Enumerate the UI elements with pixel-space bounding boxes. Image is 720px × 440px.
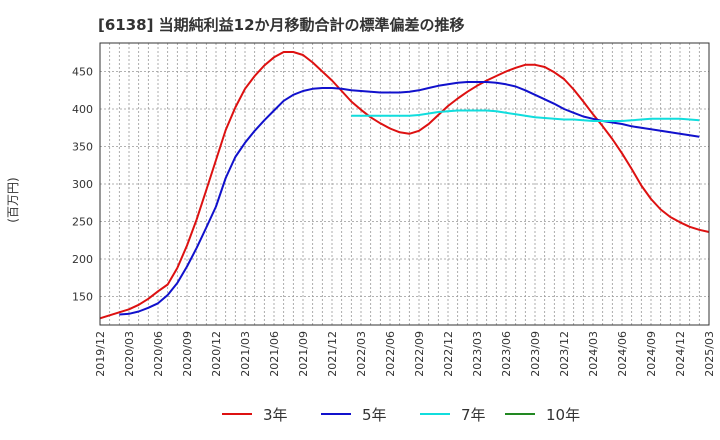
y-tick-label: 450 xyxy=(72,66,93,79)
x-tick-label: 2024/12 xyxy=(674,331,687,377)
x-tick-label: 2024/09 xyxy=(645,331,658,377)
x-tick-label: 2021/09 xyxy=(297,331,310,377)
legend-label-3: 10年 xyxy=(546,406,580,424)
y-tick-label: 200 xyxy=(72,253,93,266)
chart-title: [6138] 当期純利益12か月移動合計の標準偏差の推移 xyxy=(98,16,465,34)
x-tick-label: 2020/03 xyxy=(123,331,136,377)
x-tick-label: 2021/12 xyxy=(326,331,339,377)
y-tick-label: 300 xyxy=(72,178,93,191)
x-tick-label: 2020/06 xyxy=(152,331,165,377)
legend-label-1: 5年 xyxy=(362,406,387,424)
x-tick-label: 2020/12 xyxy=(210,331,223,377)
legend-label-0: 3年 xyxy=(263,406,288,424)
x-tick-label: 2019/12 xyxy=(94,331,107,377)
x-tick-label: 2021/03 xyxy=(239,331,252,377)
y-tick-label: 400 xyxy=(72,103,93,116)
x-tick-label: 2022/03 xyxy=(355,331,368,377)
x-tick-label: 2022/09 xyxy=(413,331,426,377)
grid xyxy=(100,43,709,325)
series-line-0 xyxy=(99,51,710,320)
x-tick-label: 2024/06 xyxy=(616,331,629,377)
x-tick-label: 2023/03 xyxy=(471,331,484,377)
x-tick-label: 2020/09 xyxy=(181,331,194,377)
legend: 3年 5年 7年 10年 xyxy=(222,406,580,424)
y-tick-label: 350 xyxy=(72,141,93,154)
y-tick-label: 150 xyxy=(72,291,93,304)
x-tick-label: 2023/09 xyxy=(529,331,542,377)
series-line-2 xyxy=(351,109,700,122)
x-ticks: 2019/12 2020/03 2020/06 2020/09 2020/12 2021/… xyxy=(94,331,716,377)
plot-frame xyxy=(99,42,710,326)
x-tick-label: 2022/06 xyxy=(384,331,397,377)
y-tick-label: 250 xyxy=(72,216,93,229)
x-tick-label: 2021/06 xyxy=(268,331,281,377)
legend-label-2: 7年 xyxy=(461,406,486,424)
y-axis-label: (百万円) xyxy=(6,177,20,222)
x-tick-label: 2023/12 xyxy=(558,331,571,377)
x-tick-label: 2024/03 xyxy=(587,331,600,377)
x-tick-label: 2023/06 xyxy=(500,331,513,377)
series-layer xyxy=(99,51,710,320)
y-ticks: 150 200 250 300 350 400 450 xyxy=(72,66,93,304)
x-tick-label: 2025/03 xyxy=(703,331,716,377)
x-tick-label: 2022/12 xyxy=(442,331,455,377)
